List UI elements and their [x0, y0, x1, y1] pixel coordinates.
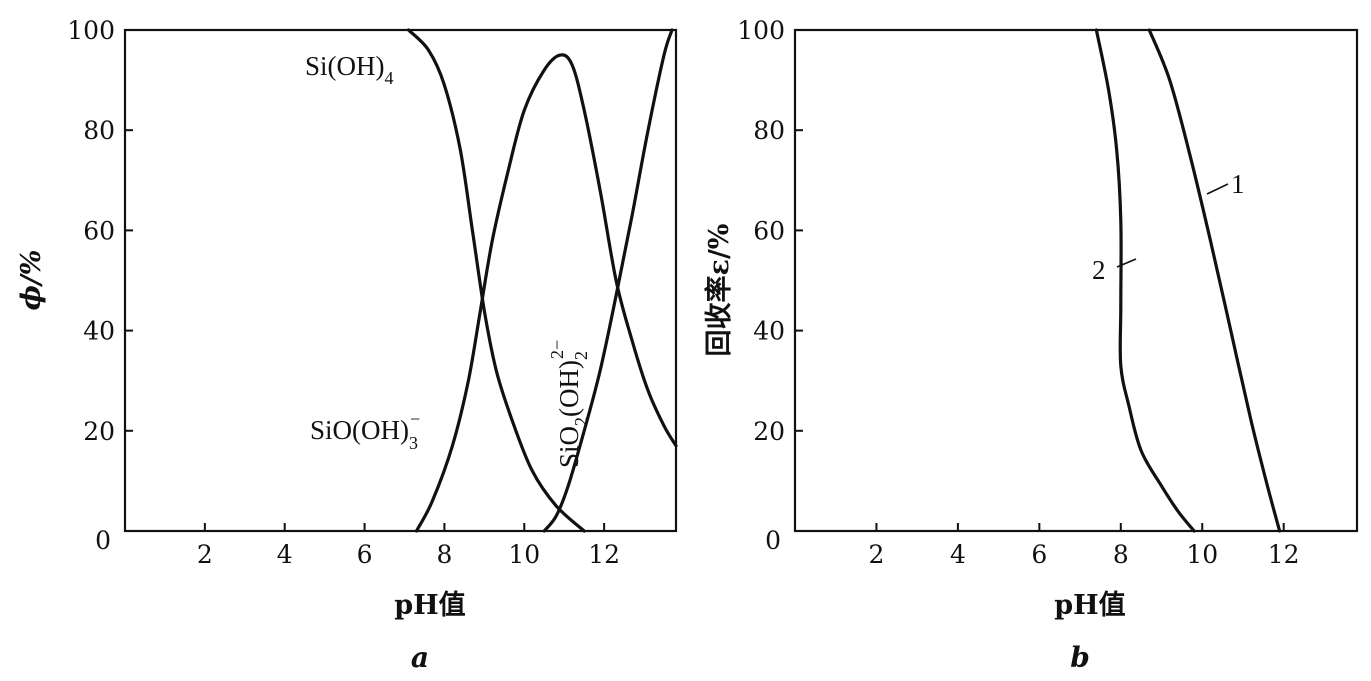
series-label-sio2-oh2: SiO2(OH)22− [547, 340, 591, 468]
panel-a-xtick-label: 6 [357, 540, 373, 569]
series-1-leader [1206, 183, 1229, 195]
panel-a-xlabel: pH值 [394, 590, 465, 621]
panel-a-series-2-line [414, 53, 678, 533]
panel-a-ytick-label: 40 [83, 317, 115, 346]
panel-b-xtick-label: 6 [1031, 540, 1047, 569]
panel-a-xtick-label: 4 [277, 540, 293, 569]
panel-b-series-2-line [1094, 28, 1196, 533]
panel-b-ylabel: 回收率ε/% [703, 224, 735, 357]
panel-b-ytick-label: 100 [737, 16, 785, 45]
panel-a-xtick-label: 2 [197, 540, 213, 569]
panel-a-ytick-label: 60 [83, 216, 115, 245]
panel-b-series-1-line [1147, 28, 1282, 533]
series-label-sio-oh3: SiO(OH)3− [310, 409, 420, 453]
panel-a-ylabel: ϕ/% [16, 250, 47, 311]
panel-a-ytick-label: 100 [67, 16, 115, 45]
panel-b-frame [793, 28, 1359, 533]
panel-a-xtick-label: 10 [508, 540, 540, 569]
panel-a-frame [123, 28, 678, 533]
panel-b-ytick-label: 80 [753, 116, 785, 145]
panel-a-origin-label: 0 [95, 526, 111, 555]
panel-b-ytick-label: 40 [753, 317, 785, 346]
panel-b-xlabel: pH值 [1054, 590, 1125, 621]
series-label-1: 1 [1231, 169, 1245, 199]
panel-a-series-3-line [542, 28, 674, 533]
panel-b-xtick-label: 10 [1186, 540, 1218, 569]
panel-b-ytick-label: 60 [753, 216, 785, 245]
panel-b-xtick-label: 4 [950, 540, 966, 569]
panel-b-ytick-label: 20 [753, 417, 785, 446]
panel-b-origin-label: 0 [765, 526, 781, 555]
panel-b-label: b [1070, 641, 1090, 674]
panel-a-label: a [411, 641, 429, 674]
series-label-si-oh4: Si(OH)4 [305, 51, 394, 88]
panel-b-xtick-label: 12 [1268, 540, 1300, 569]
series-2-leader [1116, 258, 1137, 268]
panel-a-ytick-label: 80 [83, 116, 115, 145]
panel-a-ytick-label: 20 [83, 417, 115, 446]
series-label-2: 2 [1092, 255, 1106, 285]
panel-a-xtick-label: 12 [588, 540, 620, 569]
panel-a: pH值 a ϕ/% 2 4 6 8 10 12 20 40 60 80 100 0 Si(OH)4 SiO… [16, 16, 678, 674]
panel-a-xtick-label: 8 [436, 540, 452, 569]
panel-b-xtick-label: 2 [868, 540, 884, 569]
panel-b-xtick-label: 8 [1113, 540, 1129, 569]
